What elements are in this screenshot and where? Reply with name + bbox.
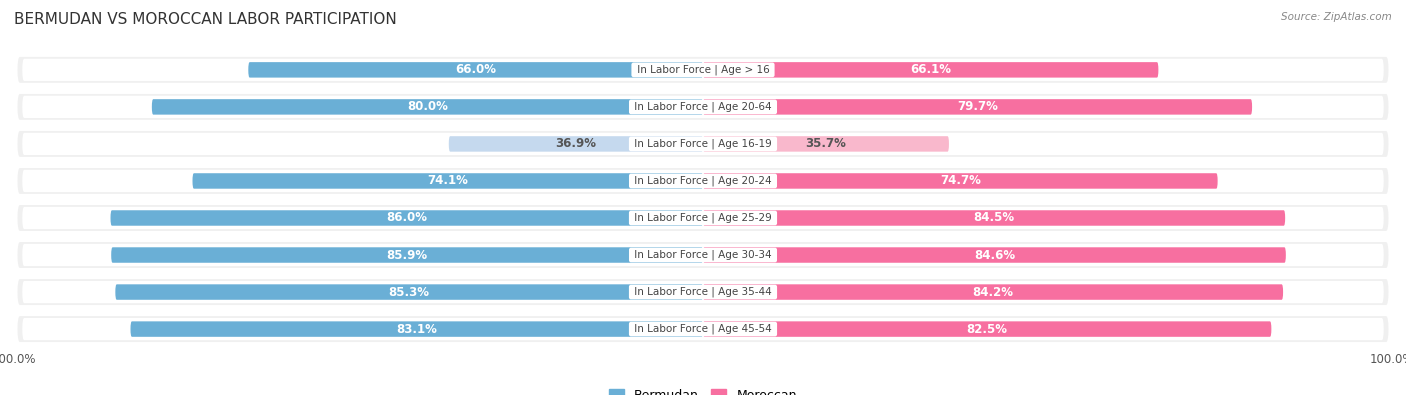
Text: 84.2%: 84.2%	[973, 286, 1014, 299]
FancyBboxPatch shape	[22, 59, 1384, 81]
FancyBboxPatch shape	[17, 279, 1389, 305]
FancyBboxPatch shape	[17, 168, 1389, 194]
Text: BERMUDAN VS MOROCCAN LABOR PARTICIPATION: BERMUDAN VS MOROCCAN LABOR PARTICIPATION	[14, 12, 396, 27]
Text: 74.7%: 74.7%	[939, 175, 981, 188]
Text: 85.9%: 85.9%	[387, 248, 427, 261]
Text: 82.5%: 82.5%	[967, 323, 1008, 336]
FancyBboxPatch shape	[17, 316, 1389, 342]
FancyBboxPatch shape	[17, 242, 1389, 268]
Text: 66.1%: 66.1%	[910, 63, 952, 76]
Text: In Labor Force | Age 20-64: In Labor Force | Age 20-64	[631, 102, 775, 112]
FancyBboxPatch shape	[22, 281, 1384, 303]
FancyBboxPatch shape	[22, 170, 1384, 192]
FancyBboxPatch shape	[17, 94, 1389, 120]
Text: In Labor Force | Age 20-24: In Labor Force | Age 20-24	[631, 176, 775, 186]
Text: 84.5%: 84.5%	[973, 211, 1015, 224]
Text: In Labor Force | Age 30-34: In Labor Force | Age 30-34	[631, 250, 775, 260]
FancyBboxPatch shape	[703, 322, 1271, 337]
Text: 79.7%: 79.7%	[957, 100, 998, 113]
FancyBboxPatch shape	[703, 247, 1286, 263]
FancyBboxPatch shape	[703, 210, 1285, 226]
Text: 86.0%: 86.0%	[387, 211, 427, 224]
Text: In Labor Force | Age 35-44: In Labor Force | Age 35-44	[631, 287, 775, 297]
FancyBboxPatch shape	[22, 96, 1384, 118]
Text: In Labor Force | Age > 16: In Labor Force | Age > 16	[634, 65, 772, 75]
Text: In Labor Force | Age 45-54: In Labor Force | Age 45-54	[631, 324, 775, 334]
FancyBboxPatch shape	[22, 318, 1384, 340]
FancyBboxPatch shape	[703, 173, 1218, 189]
Text: 35.7%: 35.7%	[806, 137, 846, 150]
FancyBboxPatch shape	[17, 205, 1389, 231]
FancyBboxPatch shape	[22, 133, 1384, 155]
Text: 83.1%: 83.1%	[396, 323, 437, 336]
FancyBboxPatch shape	[249, 62, 703, 77]
FancyBboxPatch shape	[115, 284, 703, 300]
FancyBboxPatch shape	[152, 99, 703, 115]
Text: Source: ZipAtlas.com: Source: ZipAtlas.com	[1281, 12, 1392, 22]
Text: 80.0%: 80.0%	[406, 100, 449, 113]
FancyBboxPatch shape	[449, 136, 703, 152]
FancyBboxPatch shape	[111, 247, 703, 263]
Text: 36.9%: 36.9%	[555, 137, 596, 150]
Text: In Labor Force | Age 25-29: In Labor Force | Age 25-29	[631, 213, 775, 223]
FancyBboxPatch shape	[17, 131, 1389, 157]
FancyBboxPatch shape	[193, 173, 703, 189]
Text: 85.3%: 85.3%	[388, 286, 430, 299]
FancyBboxPatch shape	[22, 207, 1384, 229]
FancyBboxPatch shape	[131, 322, 703, 337]
FancyBboxPatch shape	[17, 57, 1389, 83]
Legend: Bermudan, Moroccan: Bermudan, Moroccan	[605, 384, 801, 395]
FancyBboxPatch shape	[22, 244, 1384, 266]
FancyBboxPatch shape	[703, 136, 949, 152]
FancyBboxPatch shape	[703, 284, 1284, 300]
Text: In Labor Force | Age 16-19: In Labor Force | Age 16-19	[631, 139, 775, 149]
FancyBboxPatch shape	[703, 99, 1253, 115]
FancyBboxPatch shape	[111, 210, 703, 226]
Text: 84.6%: 84.6%	[974, 248, 1015, 261]
Text: 66.0%: 66.0%	[456, 63, 496, 76]
FancyBboxPatch shape	[703, 62, 1159, 77]
Text: 74.1%: 74.1%	[427, 175, 468, 188]
